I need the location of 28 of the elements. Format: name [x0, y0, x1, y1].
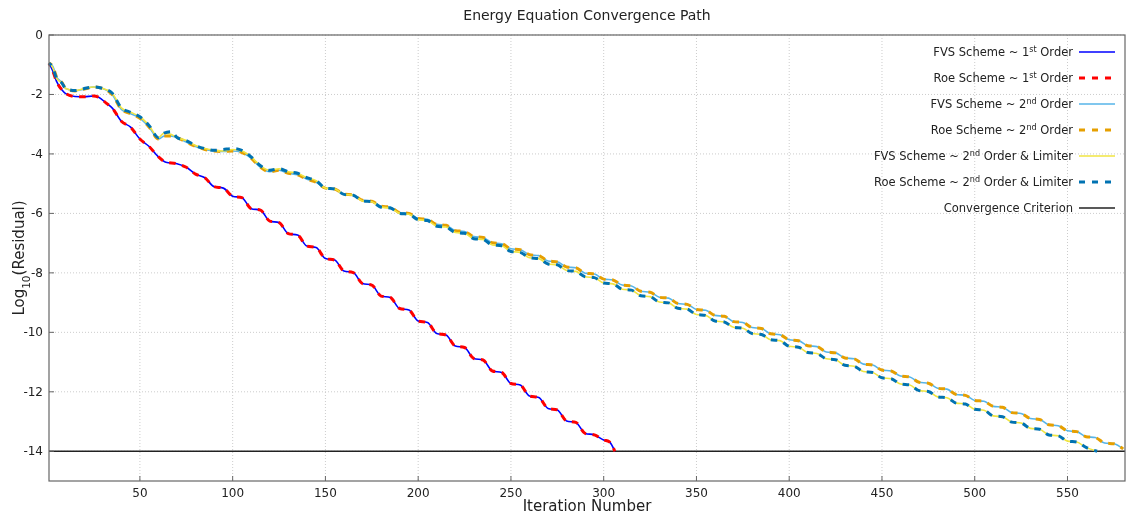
x-tick-label: 450 [870, 486, 894, 500]
legend-label: FVS Scheme ~ 2$^{nd}$ Order [930, 96, 1074, 111]
y-tick-label: -14 [23, 444, 43, 459]
x-tick-label: 350 [685, 486, 708, 500]
x-tick-label: 200 [406, 486, 430, 500]
x-tick-label: 300 [592, 486, 616, 500]
y-tick-label: -10 [23, 325, 43, 340]
x-tick-label: 50 [132, 486, 148, 500]
y-tick-label: -2 [31, 87, 43, 102]
chart-title: Energy Equation Convergence Path [463, 7, 711, 23]
y-tick-label: -4 [31, 146, 43, 161]
x-tick-label: 250 [499, 486, 523, 500]
x-tick-label: 500 [963, 486, 987, 500]
x-tick-label: 400 [777, 486, 801, 500]
legend-label: Roe Scheme ~ 1$^{st}$ Order [933, 70, 1074, 85]
legend-label: Roe Scheme ~ 2$^{nd}$ Order [930, 122, 1074, 137]
x-axis-title: Iteration Number [522, 497, 653, 515]
y-tick-label: 0 [35, 28, 43, 42]
legend-label: FVS Scheme ~ 2$^{nd}$ Order & Limiter [873, 148, 1074, 163]
y-tick-label: -12 [23, 384, 43, 399]
y-tick-label: -8 [31, 265, 43, 280]
y-tick-label: -6 [31, 206, 43, 221]
x-tick-label: 550 [1056, 486, 1079, 500]
legend-label: Convergence Criterion [943, 201, 1073, 215]
x-tick-label: 150 [313, 486, 337, 500]
x-tick-label: 100 [221, 486, 245, 500]
legend-label: FVS Scheme ~ 1$^{st}$ Order [933, 44, 1074, 59]
legend-label: Roe Scheme ~ 2$^{nd}$ Order & Limiter [874, 174, 1074, 189]
